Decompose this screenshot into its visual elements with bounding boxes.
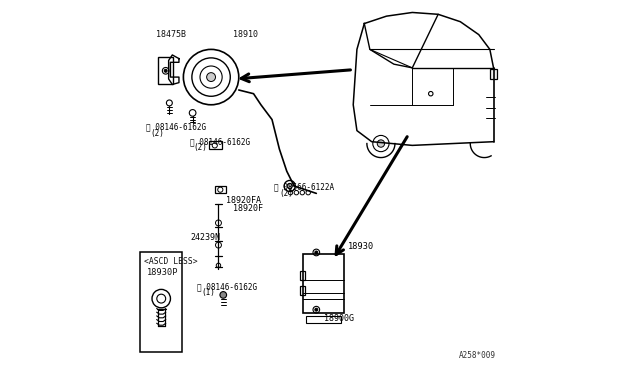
Text: 18920F: 18920F [233,203,263,213]
Bar [300,271,305,280]
Circle shape [207,73,216,81]
Bar [215,186,226,193]
Bar [209,141,222,149]
Circle shape [377,140,385,147]
Circle shape [220,292,227,298]
Bar [306,316,341,323]
Text: 18930: 18930 [348,243,374,251]
Text: Ⓑ 08146-6162G: Ⓑ 08146-6162G [190,137,250,146]
Text: A258*009: A258*009 [458,351,495,360]
Text: 18900G: 18900G [324,314,354,323]
Text: <ASCD LESS>: <ASCD LESS> [143,257,197,266]
Bar [300,286,305,295]
Text: (1): (1) [201,288,215,297]
Bar [490,68,497,79]
Bar [158,57,173,84]
Text: 18910: 18910 [233,30,258,39]
Text: Ⓑ 08146-6162G: Ⓑ 08146-6162G [147,122,207,131]
Text: 18475B: 18475B [156,30,186,39]
Circle shape [315,251,318,254]
Text: (2): (2) [150,129,164,138]
Text: 18930P: 18930P [147,268,179,277]
Text: Ⓑ 08146-6162G: Ⓑ 08146-6162G [197,282,257,291]
Text: (2): (2) [280,189,293,198]
Text: 24239N: 24239N [190,233,220,242]
Circle shape [164,69,167,72]
Circle shape [287,183,292,189]
Bar [303,254,344,313]
Text: (2): (2) [194,144,207,153]
Circle shape [315,308,318,311]
Bar [140,253,182,352]
Text: Ⓢ 08566-6122A: Ⓢ 08566-6122A [274,182,334,191]
Text: 18920FA: 18920FA [226,196,261,205]
